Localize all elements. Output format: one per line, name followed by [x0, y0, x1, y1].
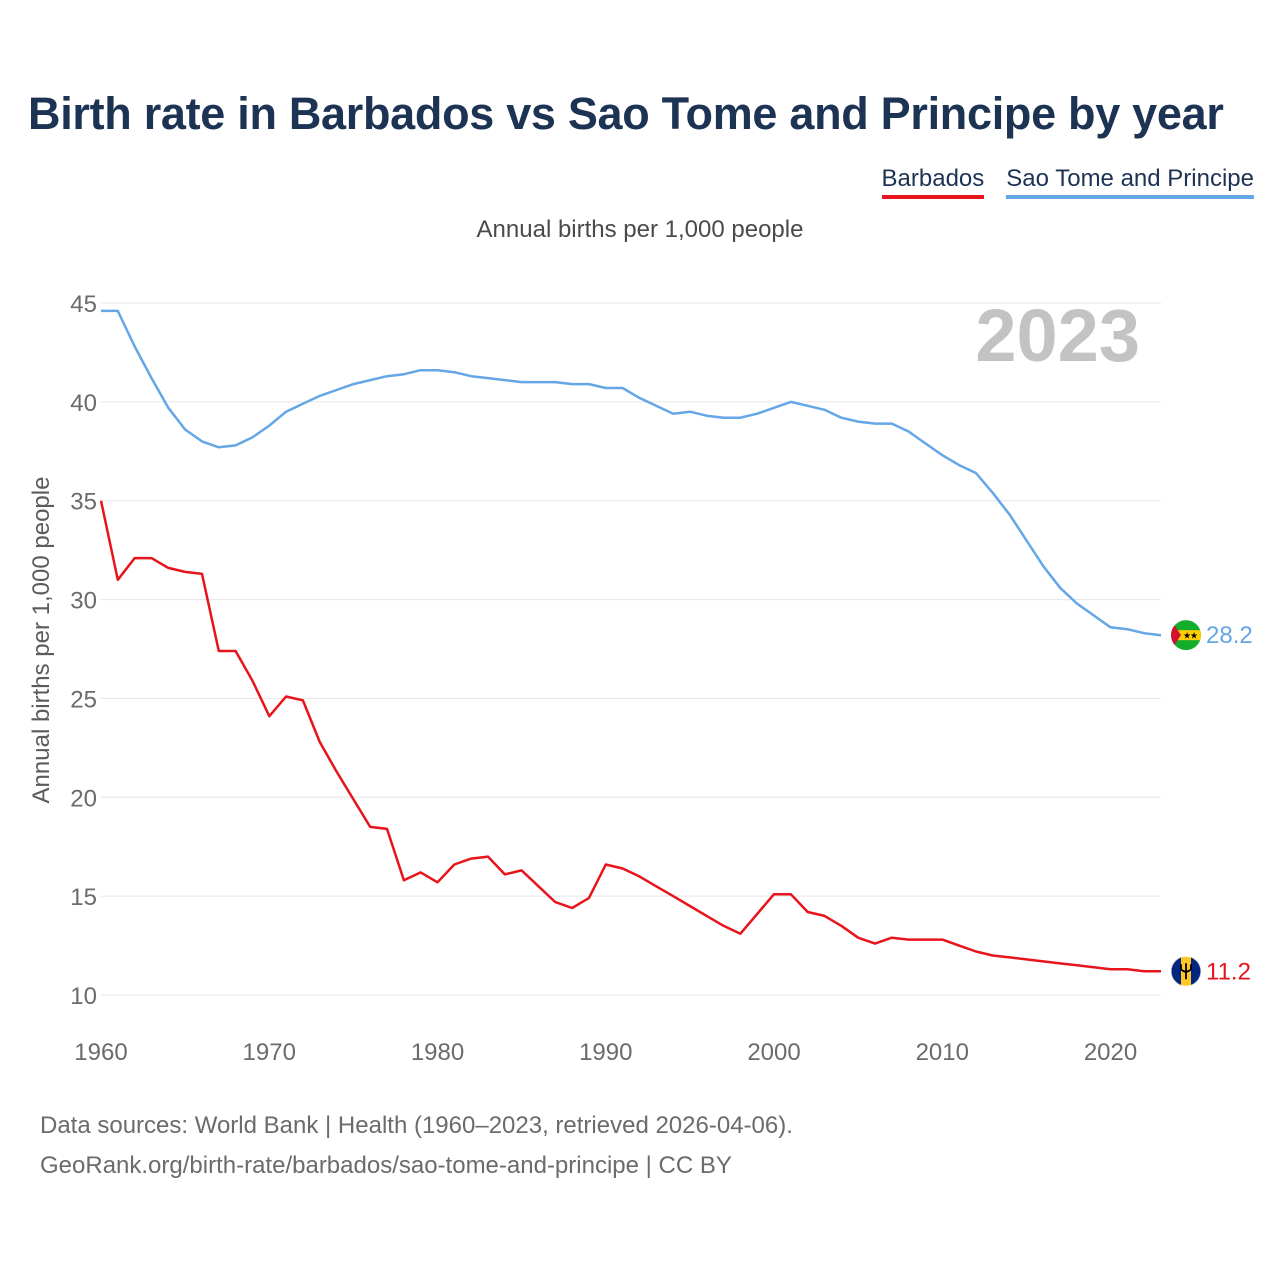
x-tick-label: 2000 — [747, 1039, 800, 1066]
star-icon: ★ — [1190, 631, 1198, 641]
source-url: GeoRank.org/birth-rate/barbados/sao-tome… — [40, 1152, 732, 1179]
x-tick-label: 2020 — [1084, 1039, 1137, 1066]
barbados-flag-icon — [1171, 956, 1201, 987]
legend-item-barbados[interactable]: Barbados — [881, 165, 985, 199]
y-tick-label: 25 — [70, 686, 97, 713]
x-tick-label: 2010 — [916, 1039, 969, 1066]
star-icon: ★ — [1183, 631, 1191, 641]
y-tick-label: 30 — [70, 588, 97, 615]
year-watermark: 2023 — [975, 294, 1140, 377]
y-tick-label: 45 — [70, 291, 97, 318]
chart-title: Birth rate in Barbados vs Sao Tome and P… — [28, 88, 1224, 139]
x-tick-label: 1970 — [243, 1039, 296, 1066]
y-tick-label: 20 — [70, 785, 97, 812]
series-line-barbados — [99, 500, 1161, 973]
series-line-sao-tome-and-principe — [101, 309, 1162, 637]
footer: Data sources: World Bank | Health (1960–… — [40, 1106, 793, 1186]
y-tick-label: 10 — [70, 983, 97, 1010]
x-tick-label: 1960 — [74, 1039, 127, 1066]
chart-subtitle: Annual births per 1,000 people — [476, 216, 804, 243]
end-value-label: 11.2 — [1206, 958, 1251, 985]
legend: Barbados Sao Tome and Principe — [881, 165, 1254, 199]
y-tick-label: 35 — [70, 489, 97, 516]
data-source-note: Data sources: World Bank | Health (1960–… — [40, 1112, 793, 1139]
end-value-label: 28.2 — [1206, 622, 1253, 649]
sao-tome-and-principe-flag-icon: ★★ — [1171, 620, 1201, 651]
legend-item-sao-tome-and-principe[interactable]: Sao Tome and Principe — [1006, 165, 1254, 199]
y-tick-label: 15 — [70, 884, 97, 911]
x-tick-label: 1990 — [579, 1039, 632, 1066]
y-tick-label: 40 — [70, 390, 97, 417]
line-chart: 10 15 20 25 30 35 40 45 1960 1970 1980 1990 2000 2010… — [70, 291, 1253, 1066]
x-tick-label: 1980 — [411, 1039, 464, 1066]
